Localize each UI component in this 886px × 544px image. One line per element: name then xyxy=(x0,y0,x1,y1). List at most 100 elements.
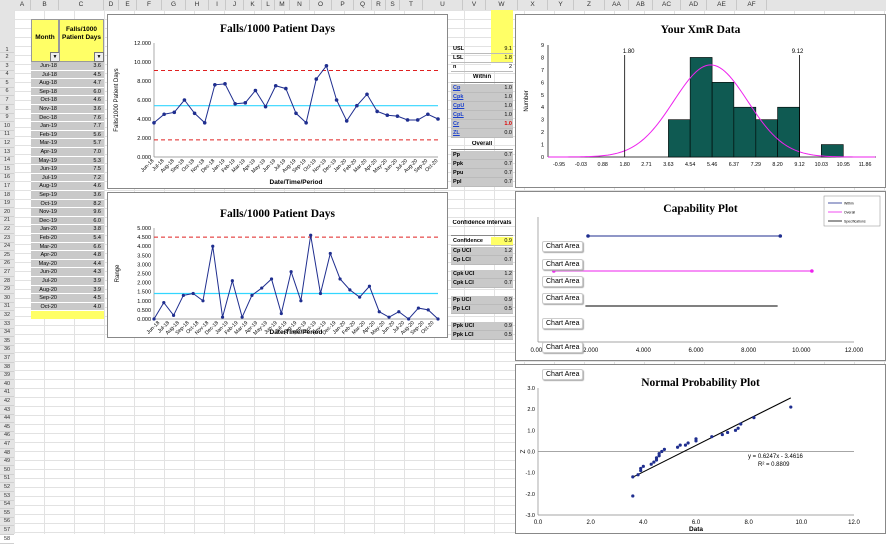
empty-input-row[interactable] xyxy=(31,311,104,320)
value-cell[interactable]: 6.0 xyxy=(59,87,104,97)
column-header-ad[interactable]: AD xyxy=(681,0,707,10)
value-cell[interactable]: 7.5 xyxy=(59,165,104,174)
month-cell[interactable]: Oct-20 xyxy=(31,302,59,312)
row-header-23[interactable]: 23 xyxy=(0,234,14,243)
row-header-7[interactable]: 7 xyxy=(0,96,14,105)
row-header-31[interactable]: 31 xyxy=(0,302,14,312)
value-cell[interactable]: 7.6 xyxy=(59,113,104,123)
column-header-r[interactable]: R xyxy=(372,0,386,10)
month-cell[interactable]: Dec-19 xyxy=(31,216,59,226)
confidence-value[interactable]: 0.9 xyxy=(491,237,513,246)
row-header-56[interactable]: 56 xyxy=(0,517,14,527)
within-cpk-value[interactable]: 1.0 xyxy=(491,93,513,102)
value-cell[interactable]: 3.9 xyxy=(59,285,104,295)
month-cell[interactable]: Nov-18 xyxy=(31,105,59,114)
value-cell[interactable]: 4.0 xyxy=(59,302,104,312)
value-cell[interactable]: 5.4 xyxy=(59,234,104,243)
month-cell[interactable]: Mar-19 xyxy=(31,139,59,148)
column-header-c[interactable]: C xyxy=(59,0,104,10)
row-header-11[interactable]: 11 xyxy=(0,130,14,140)
row-header-50[interactable]: 50 xyxy=(0,466,14,475)
row-header-22[interactable]: 22 xyxy=(0,225,14,234)
ci3-0-value[interactable]: 0.9 xyxy=(491,296,513,305)
row-header-3[interactable]: 3 xyxy=(0,62,14,71)
within-cpl-value[interactable]: 1.0 xyxy=(491,111,513,120)
row-header-51[interactable]: 51 xyxy=(0,474,14,484)
row-header-8[interactable]: 8 xyxy=(0,105,14,114)
row-header-43[interactable]: 43 xyxy=(0,406,14,415)
row-header-30[interactable]: 30 xyxy=(0,294,14,303)
row-header-40[interactable]: 40 xyxy=(0,380,14,389)
column-header-ac[interactable]: AC xyxy=(653,0,681,10)
within-cr-value[interactable]: 1.0 xyxy=(491,120,513,129)
column-header-e[interactable]: E xyxy=(119,0,137,10)
histogram-panel[interactable]: Your XmR Data 0 1 2 3 4 5 6 7 8 9 -0.95 -0.03 0.88 1.… xyxy=(515,14,886,188)
row-header-47[interactable]: 47 xyxy=(0,440,14,449)
value-cell[interactable]: 8.2 xyxy=(59,199,104,209)
row-header-2[interactable]: 2 xyxy=(0,53,14,62)
row-header-6[interactable]: 6 xyxy=(0,87,14,97)
month-cell[interactable]: Jul-20 xyxy=(31,277,59,286)
row-header-45[interactable]: 45 xyxy=(0,423,14,432)
column-header-g[interactable]: G xyxy=(162,0,186,10)
month-cell[interactable]: Sep-20 xyxy=(31,294,59,303)
ci3-1-value[interactable]: 0.5 xyxy=(491,305,513,314)
month-cell[interactable]: Jun-20 xyxy=(31,268,59,277)
value-cell[interactable]: 3.6 xyxy=(59,191,104,200)
column-header-z[interactable]: Z xyxy=(574,0,605,10)
month-cell[interactable]: Oct-19 xyxy=(31,199,59,209)
month-cell[interactable]: Aug-18 xyxy=(31,79,59,88)
row-header-12[interactable]: 12 xyxy=(0,139,14,148)
value-cell[interactable]: 4.5 xyxy=(59,294,104,303)
column-header-ab[interactable]: AB xyxy=(629,0,653,10)
row-header-14[interactable]: 14 xyxy=(0,156,14,166)
month-cell[interactable]: Dec-18 xyxy=(31,113,59,123)
row-header-34[interactable]: 34 xyxy=(0,328,14,338)
lsl-value[interactable]: 1.8 xyxy=(491,54,513,63)
column-header-k[interactable]: K xyxy=(244,0,262,10)
month-cell[interactable]: Jun-18 xyxy=(31,62,59,71)
value-cell[interactable]: 5.6 xyxy=(59,130,104,140)
row-header-38[interactable]: 38 xyxy=(0,363,14,372)
row-header-35[interactable]: 35 xyxy=(0,337,14,346)
row-header-36[interactable]: 36 xyxy=(0,345,14,355)
month-cell[interactable]: Feb-19 xyxy=(31,130,59,140)
row-header-13[interactable]: 13 xyxy=(0,148,14,157)
row-header-39[interactable]: 39 xyxy=(0,371,14,381)
row-header-46[interactable]: 46 xyxy=(0,431,14,441)
row-header-26[interactable]: 26 xyxy=(0,259,14,269)
within-cpu-value[interactable]: 1.0 xyxy=(491,102,513,111)
value-cell[interactable]: 4.3 xyxy=(59,268,104,277)
row-header-28[interactable]: 28 xyxy=(0,277,14,286)
ci1-0-value[interactable]: 1.2 xyxy=(491,247,513,256)
column-header-w[interactable]: W xyxy=(486,0,518,10)
value-cell[interactable]: 3.8 xyxy=(59,225,104,234)
row-header-44[interactable]: 44 xyxy=(0,414,14,424)
column-header-aa[interactable]: AA xyxy=(605,0,629,10)
month-cell[interactable]: Jan-19 xyxy=(31,122,59,131)
usl-input-header[interactable] xyxy=(491,10,513,45)
value-cell[interactable]: 9.6 xyxy=(59,208,104,217)
month-cell[interactable]: Jan-20 xyxy=(31,225,59,234)
column-header-ae[interactable]: AE xyxy=(707,0,737,10)
usl-value[interactable]: 9.1 xyxy=(491,45,513,54)
column-header-y[interactable]: Y xyxy=(548,0,574,10)
capability-plot-panel[interactable]: Capability Plot 0.000 2.000 4.000 6.000 8.00… xyxy=(515,191,886,361)
row-header-4[interactable]: 4 xyxy=(0,70,14,80)
value-cell[interactable]: 4.8 xyxy=(59,251,104,260)
row-header-55[interactable]: 55 xyxy=(0,509,14,518)
month-cell[interactable]: Aug-19 xyxy=(31,182,59,191)
month-cell[interactable]: Oct-18 xyxy=(31,96,59,105)
value-cell[interactable]: 4.5 xyxy=(59,70,104,80)
row-header-21[interactable]: 21 xyxy=(0,216,14,226)
value-cell[interactable]: 4.4 xyxy=(59,259,104,269)
value-cell[interactable]: 7.7 xyxy=(59,122,104,131)
value-cell[interactable]: 4.6 xyxy=(59,182,104,191)
column-header-o[interactable]: O xyxy=(310,0,332,10)
value-cell[interactable]: 3.6 xyxy=(59,62,104,71)
row-header-41[interactable]: 41 xyxy=(0,388,14,398)
column-header-v[interactable]: V xyxy=(463,0,486,10)
row-header-18[interactable]: 18 xyxy=(0,191,14,200)
month-cell[interactable]: May-20 xyxy=(31,259,59,269)
value-cell[interactable]: 6.6 xyxy=(59,242,104,252)
